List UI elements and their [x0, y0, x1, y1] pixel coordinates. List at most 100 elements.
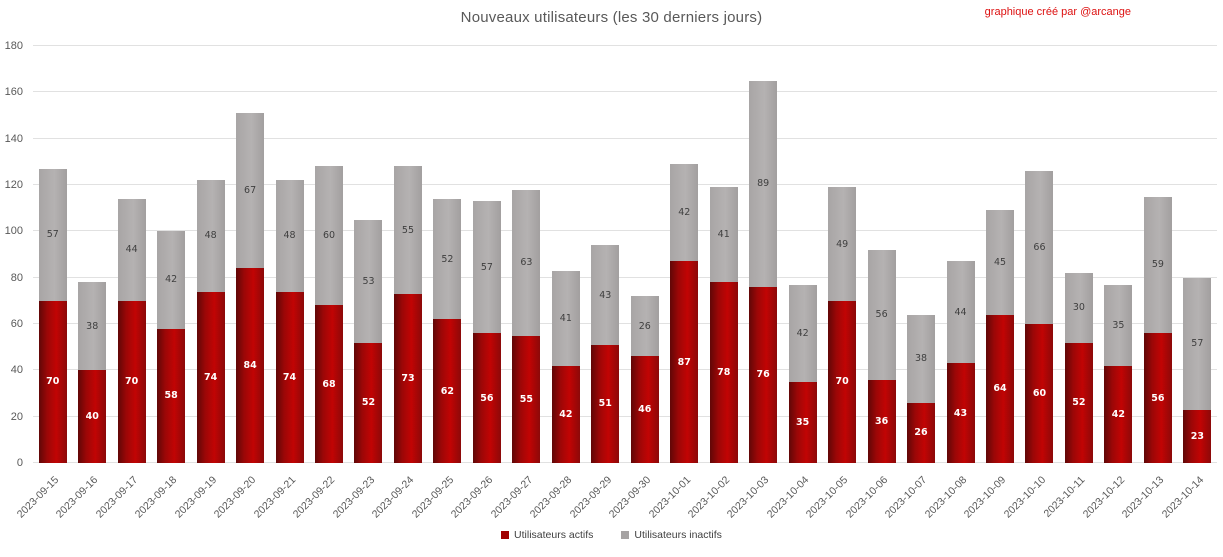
bar-stack: 26 46 [630, 296, 659, 463]
bar-segment-active: 60 [1025, 324, 1054, 463]
bar-value-label-inactive: 48 [283, 230, 296, 242]
bars-layer: 57 70 38 40 44 70 42 58 48 74 67 84 48 74 60 68 53 52 55 73… [33, 46, 1217, 463]
bar-segment-inactive: 38 [78, 282, 107, 371]
y-axis-tick-label: 60 [10, 318, 23, 330]
bar-stack: 56 36 [867, 249, 896, 463]
bar-segment-inactive: 42 [788, 284, 817, 382]
x-axis: 2023-09-15 2023-09-16 2023-09-17 2023-09-18… [15, 467, 1217, 531]
bar-segment-active: 52 [1064, 342, 1093, 463]
bar-stack: 67 84 [236, 113, 265, 463]
chart-credit: graphique créé par @arcange [984, 6, 1131, 18]
bar-group: 38 26 [901, 314, 940, 463]
bar-value-label-active: 36 [874, 415, 889, 427]
bar-stack: 41 78 [709, 187, 738, 463]
bar-group: 26 46 [625, 296, 664, 463]
bar-value-label-inactive: 56 [875, 309, 888, 321]
bar-value-label-inactive: 42 [678, 207, 691, 219]
gridline [33, 462, 1217, 463]
bar-group: 59 56 [1138, 196, 1177, 463]
plot-area: 57 70 38 40 44 70 42 58 48 74 67 84 48 74 60 68 53 52 55 73… [33, 45, 1217, 463]
bar-value-label-inactive: 49 [836, 238, 849, 250]
bar-group: 49 70 [822, 187, 861, 463]
gridline [33, 230, 1217, 232]
bar-value-label-active: 62 [440, 385, 455, 397]
bar-segment-active: 26 [907, 402, 936, 463]
gridline [33, 369, 1217, 371]
y-axis-tick-label: 80 [10, 271, 23, 284]
bar-group: 44 70 [112, 198, 151, 463]
bar-segment-active: 42 [1104, 365, 1133, 463]
bar-value-label-inactive: 89 [757, 178, 770, 190]
bar-stack: 43 51 [591, 245, 620, 463]
bar-value-label-active: 76 [756, 369, 770, 381]
bar-stack: 52 62 [433, 198, 462, 463]
bar-group: 35 42 [1099, 284, 1138, 463]
bar-value-label-active: 68 [322, 378, 336, 390]
bar-value-label-active: 42 [1111, 408, 1125, 420]
bar-segment-inactive: 57 [38, 168, 67, 301]
gridline [33, 184, 1217, 185]
bar-group: 38 40 [72, 282, 111, 463]
bar-segment-inactive: 57 [472, 201, 501, 334]
gridline [33, 91, 1217, 93]
bar-segment-inactive: 35 [1104, 284, 1133, 366]
bar-segment-inactive: 60 [315, 166, 344, 306]
bar-group: 53 52 [349, 219, 388, 463]
bar-segment-inactive: 59 [1143, 196, 1172, 334]
bar-value-label-inactive: 60 [322, 230, 336, 242]
bar-segment-active: 40 [78, 370, 107, 463]
bar-stack: 59 56 [1143, 196, 1172, 463]
legend-item-active: Utilisateurs actifs [501, 529, 593, 541]
gridline [33, 415, 1217, 417]
bar-value-label-active: 73 [401, 372, 415, 384]
bar-stack: 89 76 [749, 80, 778, 463]
bar-segment-active: 55 [512, 335, 541, 463]
bar-group: 57 56 [467, 201, 506, 463]
bar-stack: 49 70 [828, 187, 857, 463]
bar-stack: 66 60 [1025, 171, 1054, 463]
bar-value-label-inactive: 35 [1112, 319, 1125, 331]
bar-value-label-active: 74 [282, 371, 297, 383]
bar-segment-inactive: 55 [393, 166, 422, 294]
bar-stack: 48 74 [275, 180, 304, 463]
bar-segment-active: 73 [393, 293, 422, 463]
bar-value-label-active: 70 [125, 376, 139, 388]
bar-stack: 38 40 [78, 282, 107, 463]
bar-value-label-active: 42 [559, 408, 573, 420]
bar-group: 42 35 [783, 284, 822, 463]
bar-value-label-active: 35 [796, 416, 810, 428]
y-axis-tick-label: 0 [16, 457, 23, 469]
bar-segment-active: 76 [749, 286, 778, 463]
bar-segment-active: 70 [117, 300, 146, 463]
y-axis-tick-label: 140 [4, 132, 23, 145]
bar-group: 41 42 [546, 270, 585, 463]
bar-stack: 57 56 [472, 201, 501, 463]
bar-segment-inactive: 49 [828, 187, 857, 301]
bar-group: 48 74 [191, 180, 230, 463]
bar-segment-active: 23 [1183, 409, 1212, 463]
bar-segment-active: 51 [591, 344, 620, 463]
bar-segment-inactive: 42 [670, 164, 699, 262]
bar-value-label-inactive: 41 [717, 229, 730, 241]
bar-value-label-active: 52 [1072, 397, 1086, 409]
bar-value-label-inactive: 41 [559, 312, 572, 324]
bar-stack: 60 68 [315, 166, 344, 463]
bar-group: 43 51 [586, 245, 625, 463]
y-axis-tick-label: 20 [10, 410, 23, 423]
bar-segment-inactive: 26 [630, 296, 659, 357]
bar-group: 57 70 [33, 168, 72, 463]
bar-value-label-active: 40 [85, 411, 99, 423]
bar-value-label-inactive: 26 [638, 320, 651, 332]
bar-value-label-inactive: 44 [125, 244, 138, 256]
bar-stack: 55 73 [393, 166, 422, 463]
bar-group: 42 87 [665, 164, 704, 463]
bar-segment-active: 58 [157, 328, 186, 463]
bar-value-label-inactive: 42 [796, 327, 809, 339]
bar-stack: 42 87 [670, 164, 699, 463]
bar-value-label-inactive: 57 [46, 229, 59, 241]
bar-segment-inactive: 38 [907, 314, 936, 403]
bar-stack: 53 52 [354, 219, 383, 463]
y-axis-tick-label: 40 [10, 364, 23, 377]
bar-group: 67 84 [230, 113, 269, 463]
